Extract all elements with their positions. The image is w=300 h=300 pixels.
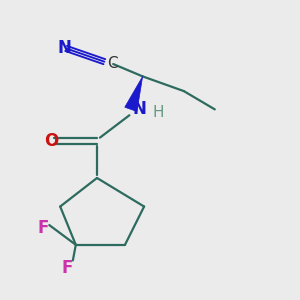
- Text: H: H: [152, 105, 164, 120]
- Text: F: F: [38, 219, 49, 237]
- Polygon shape: [125, 76, 142, 112]
- Text: N: N: [58, 39, 71, 57]
- Text: N: N: [132, 100, 146, 118]
- Text: C: C: [107, 56, 118, 70]
- Text: O: O: [44, 132, 58, 150]
- Text: F: F: [61, 259, 73, 277]
